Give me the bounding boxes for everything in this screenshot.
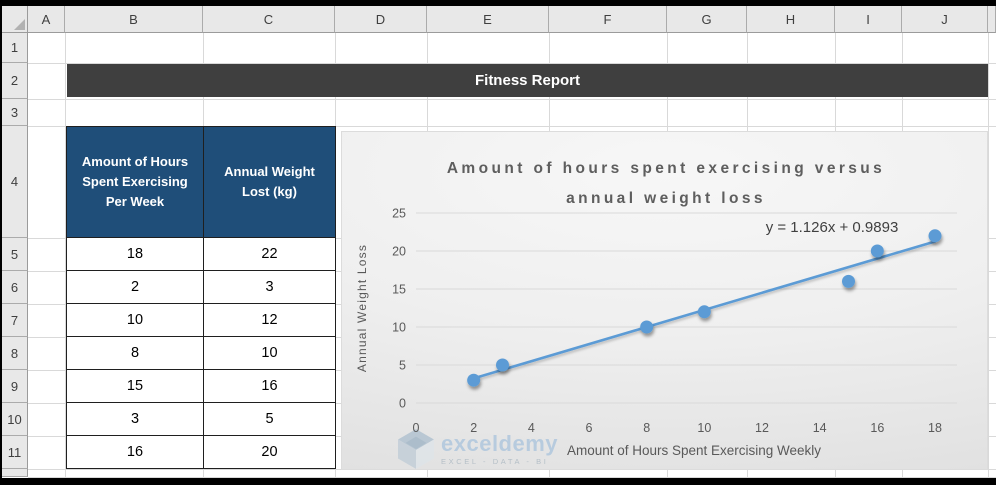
row-header-partial[interactable] <box>2 469 28 477</box>
column-header-H[interactable]: H <box>747 6 835 33</box>
y-tick-label: 15 <box>392 283 406 297</box>
x-tick-label: 14 <box>813 421 827 435</box>
column-header-partial[interactable] <box>988 6 996 33</box>
report-title: Fitness Report <box>474 72 580 89</box>
scatter-point[interactable] <box>928 229 942 243</box>
row-header-7[interactable]: 7 <box>2 304 28 337</box>
table-header-row: Amount of Hours Spent Exercising Per Wee… <box>66 126 336 238</box>
column-header-D[interactable]: D <box>335 6 427 33</box>
table-row: 8 10 <box>66 336 336 370</box>
y-tick-label: 20 <box>392 245 406 259</box>
row-header-3[interactable]: 3 <box>2 99 28 126</box>
x-tick-label: 18 <box>928 421 942 435</box>
x-tick-label: 0 <box>413 421 420 435</box>
x-tick-label: 10 <box>697 421 711 435</box>
scatter-point[interactable] <box>640 320 654 334</box>
watermark-tagline: EXCEL - DATA - BI <box>441 456 549 466</box>
exceldemy-watermark: exceldemy EXCEL - DATA - BI <box>398 429 558 469</box>
row-header-1[interactable]: 1 <box>2 33 28 63</box>
chart-plot-svg: 0 5 10 15 20 25 0 2 4 6 8 10 12 14 16 18 Annual Weight … <box>355 160 957 458</box>
row-header-11[interactable]: 11 <box>2 436 28 469</box>
row-header-10[interactable]: 10 <box>2 403 28 436</box>
column-header-E[interactable]: E <box>427 6 549 33</box>
table-cell[interactable]: 10 <box>203 336 336 370</box>
row-header-8[interactable]: 8 <box>2 337 28 370</box>
scatter-point[interactable] <box>496 358 509 372</box>
scatter-chart-area[interactable]: exceldemy EXCEL - DATA - BI 0 5 10 15 20 25 0 2… <box>341 131 988 470</box>
watermark-brand: exceldemy <box>441 430 559 456</box>
exceldemy-logo-icon <box>398 429 434 469</box>
table-row: 18 22 <box>66 237 336 271</box>
row-gridline <box>28 63 996 64</box>
table-cell[interactable]: 16 <box>203 369 336 403</box>
row-header-5[interactable]: 5 <box>2 238 28 271</box>
x-axis-title[interactable]: Amount of Hours Spent Exercising Weekly <box>567 443 821 458</box>
column-header-C[interactable]: C <box>203 6 335 33</box>
y-tick-label: 0 <box>399 397 406 411</box>
table-cell[interactable]: 8 <box>66 336 204 370</box>
table-row: 10 12 <box>66 303 336 337</box>
table-cell[interactable]: 3 <box>203 270 336 304</box>
table-cell[interactable]: 16 <box>66 435 204 469</box>
x-tick-label: 6 <box>586 421 593 435</box>
column-header-A[interactable]: A <box>28 6 65 33</box>
table-cell[interactable]: 5 <box>203 402 336 436</box>
scatter-point[interactable] <box>697 305 711 319</box>
row-header-6[interactable]: 6 <box>2 271 28 304</box>
y-axis-title[interactable]: Annual Weight Loss <box>355 244 369 372</box>
window-bottom-edge <box>0 478 996 485</box>
column-header-I[interactable]: I <box>835 6 902 33</box>
x-tick-label: 8 <box>643 421 650 435</box>
table-cell[interactable]: 10 <box>66 303 204 337</box>
column-header-J[interactable]: J <box>902 6 988 33</box>
fitness-data-table: Amount of Hours Spent Exercising Per Wee… <box>66 126 336 469</box>
row-gridline <box>28 99 996 100</box>
column-header-B[interactable]: B <box>65 6 203 33</box>
y-tick-label: 5 <box>399 359 406 373</box>
x-tick-label: 2 <box>470 421 477 435</box>
scatter-point[interactable] <box>467 373 481 387</box>
header-hours-exercising[interactable]: Amount of Hours Spent Exercising Per Wee… <box>66 126 204 238</box>
table-cell[interactable]: 22 <box>203 237 336 271</box>
column-gridline <box>988 33 989 477</box>
row-gridline <box>28 126 996 127</box>
table-row: 16 20 <box>66 435 336 469</box>
table-cell[interactable]: 15 <box>66 369 204 403</box>
scatter-point[interactable] <box>842 274 855 288</box>
column-header-F[interactable]: F <box>549 6 667 33</box>
y-tick-label: 25 <box>392 207 406 221</box>
header-annual-weight-lost[interactable]: Annual Weight Lost (kg) <box>203 126 336 238</box>
x-tick-label: 12 <box>755 421 769 435</box>
row-header-4[interactable]: 4 <box>2 126 28 238</box>
row-header-2[interactable]: 2 <box>2 63 28 99</box>
table-cell[interactable]: 12 <box>203 303 336 337</box>
table-row: 15 16 <box>66 369 336 403</box>
report-title-cell[interactable]: Fitness Report <box>67 64 988 97</box>
column-header-G[interactable]: G <box>667 6 747 33</box>
chart-title[interactable]: Amount of hours spent exercising versus <box>447 160 885 177</box>
scatter-point[interactable] <box>870 244 884 258</box>
trendline-equation[interactable]: y = 1.126x + 0.9893 <box>766 219 899 236</box>
table-cell[interactable]: 3 <box>66 402 204 436</box>
table-cell[interactable]: 2 <box>66 270 204 304</box>
row-gridline <box>28 477 996 478</box>
y-tick-label: 10 <box>392 321 406 335</box>
select-all-button[interactable] <box>2 6 28 33</box>
table-cell[interactable]: 18 <box>66 237 204 271</box>
table-cell[interactable]: 20 <box>203 435 336 469</box>
row-header-9[interactable]: 9 <box>2 370 28 403</box>
chart-title[interactable]: annual weight loss <box>566 190 766 207</box>
select-all-triangle-icon <box>14 19 25 30</box>
x-tick-label: 4 <box>528 421 535 435</box>
x-tick-label: 16 <box>870 421 884 435</box>
column-gridline <box>65 33 66 477</box>
